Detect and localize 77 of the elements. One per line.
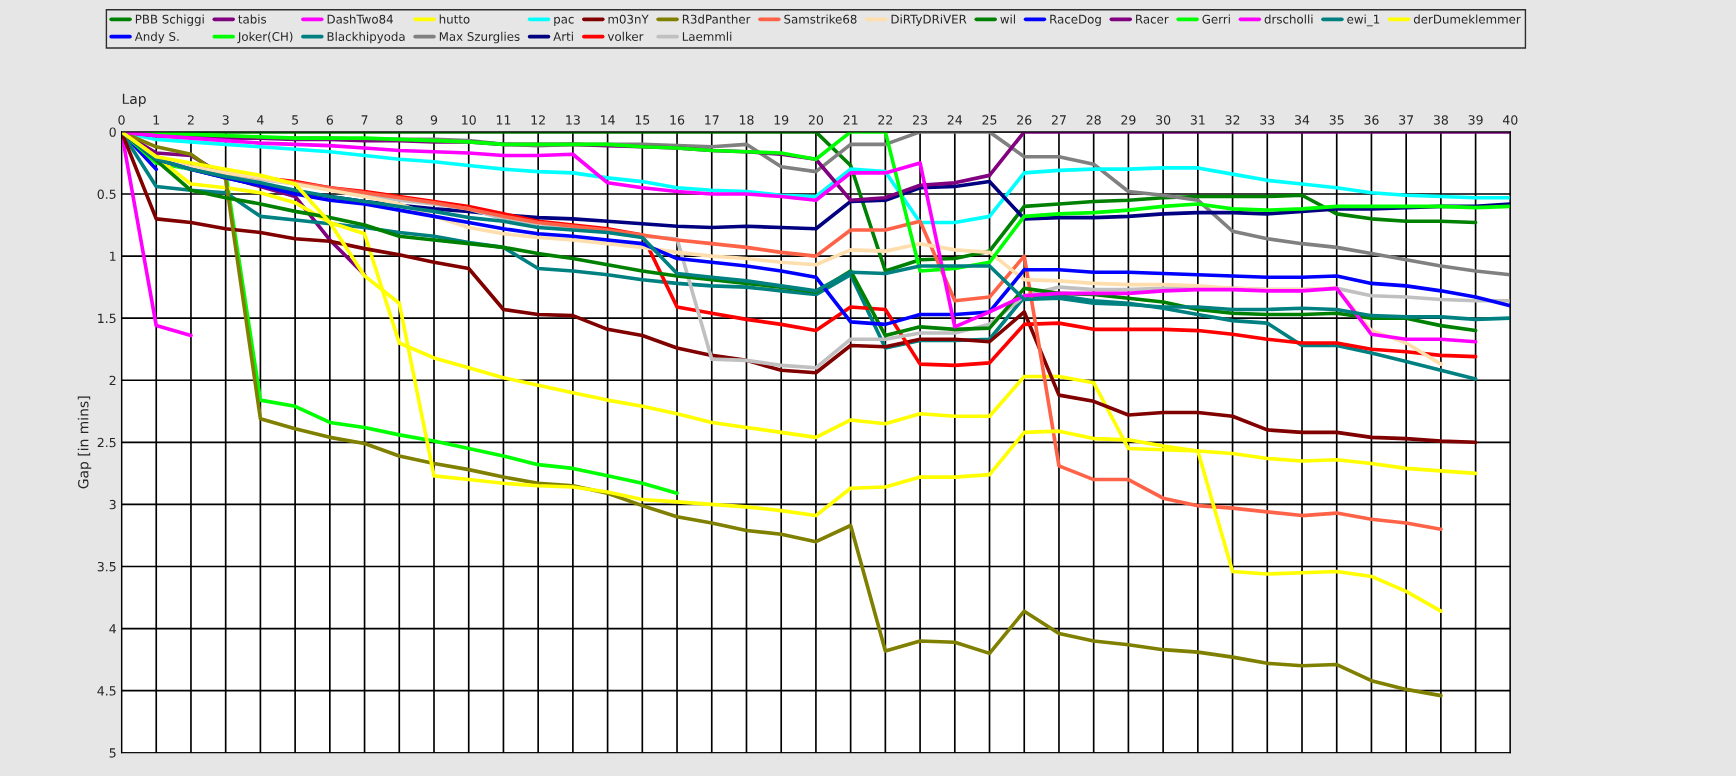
legend-label: Max Szurglies: [439, 31, 520, 44]
legend-label: Samstrike68: [784, 14, 857, 24]
y-tick-label: 0: [109, 127, 116, 137]
x-tick-label: 35: [1329, 115, 1344, 125]
x-tick-label: 30: [1156, 115, 1171, 125]
legend-label: tabis: [238, 14, 267, 24]
x-tick-label: 14: [601, 115, 615, 125]
x-tick-label: 4: [257, 115, 264, 125]
x-tick-label: 19: [774, 115, 789, 125]
x-tick-label: 36: [1364, 115, 1379, 125]
x-tick-label: 9: [430, 115, 438, 125]
legend-label: DiRTyDRiVER: [891, 14, 967, 26]
legend-label: pac: [554, 16, 574, 26]
legend-label: Racer: [1136, 14, 1169, 24]
legend-label: Gerri: [1202, 14, 1230, 24]
x-tick-label: 15: [635, 115, 650, 125]
x-tick-label: 31: [1190, 115, 1205, 125]
x-tick-label: 20: [808, 115, 824, 125]
legend-label: derDumeklemmer: [1413, 14, 1521, 24]
legend-label: m03nY: [608, 14, 649, 24]
legend-label: PBB Schiggi: [135, 14, 204, 26]
legend-label: volker: [607, 31, 644, 41]
x-tick-label: 13: [566, 115, 580, 125]
y-tick-label: 0.5: [97, 189, 116, 199]
x-tick-label: 0: [118, 115, 125, 125]
y-tick-label: 1.5: [98, 313, 116, 324]
y-tick-label: 4: [109, 624, 116, 634]
x-tick-label: 7: [361, 115, 368, 125]
x-tick-label: 32: [1225, 115, 1240, 125]
legend-label: drscholli: [1264, 14, 1313, 24]
x-tick-label: 39: [1468, 115, 1483, 125]
x-tick-label: 27: [1051, 115, 1066, 125]
legend-label: Joker(CH): [237, 31, 293, 44]
legend-label: RaceDog: [1050, 14, 1101, 26]
y-tick-label: 1: [110, 251, 116, 261]
x-tick-label: 22: [878, 115, 893, 125]
y-tick-label: 3.5: [97, 561, 116, 572]
legend-label: hutto: [439, 14, 470, 24]
x-tick-label: 10: [462, 115, 476, 125]
x-tick-label: 25: [982, 115, 997, 125]
x-tick-label: 28: [1086, 115, 1101, 125]
x-tick-label: 40: [1502, 115, 1518, 125]
x-tick-label: 24: [947, 115, 963, 125]
x-tick-label: 18: [739, 115, 754, 125]
x-tick-label: 11: [496, 115, 511, 125]
legend-label: Andy S.: [134, 31, 179, 44]
y-tick-label: 4.5: [97, 686, 116, 696]
x-tick-label: 37: [1399, 115, 1414, 125]
legend-label: wil: [1000, 14, 1015, 24]
legend-label: DashTwo84: [327, 14, 393, 24]
legend-label: Blackhipyoda: [327, 31, 405, 44]
x-tick-label: 16: [670, 115, 685, 125]
x-tick-label: 34: [1295, 115, 1310, 125]
x-tick-label: 33: [1260, 115, 1275, 125]
x-tick-label: 1: [153, 115, 160, 125]
x-tick-label: 3: [222, 115, 229, 125]
x-tick-label: 5: [292, 115, 298, 125]
x-tick-label: 8: [396, 115, 403, 125]
x-tick-label: 2: [187, 115, 194, 125]
y-axis-title: Gap [in mins]: [77, 396, 92, 489]
x-tick-label: 26: [1017, 115, 1032, 125]
y-tick-label: 3: [109, 499, 116, 510]
y-tick-label: 2: [109, 375, 116, 385]
x-tick-label: 12: [531, 115, 545, 125]
legend-label: Arti: [553, 31, 573, 41]
legend-label: Laemmli: [682, 31, 732, 41]
x-tick-label: 17: [705, 115, 719, 125]
x-tick-label: 29: [1121, 115, 1136, 125]
x-tick-label: 21: [843, 115, 858, 125]
x-tick-label: 6: [326, 115, 334, 125]
x-tick-label: 23: [913, 115, 928, 125]
x-tick-label: 38: [1433, 115, 1448, 125]
legend-label: ewi_1: [1347, 14, 1380, 27]
x-axis-title: Lap: [122, 93, 146, 107]
y-tick-label: 5: [109, 748, 116, 758]
legend-label: R3dPanther: [682, 14, 751, 24]
y-tick-label: 2.5: [97, 437, 116, 448]
